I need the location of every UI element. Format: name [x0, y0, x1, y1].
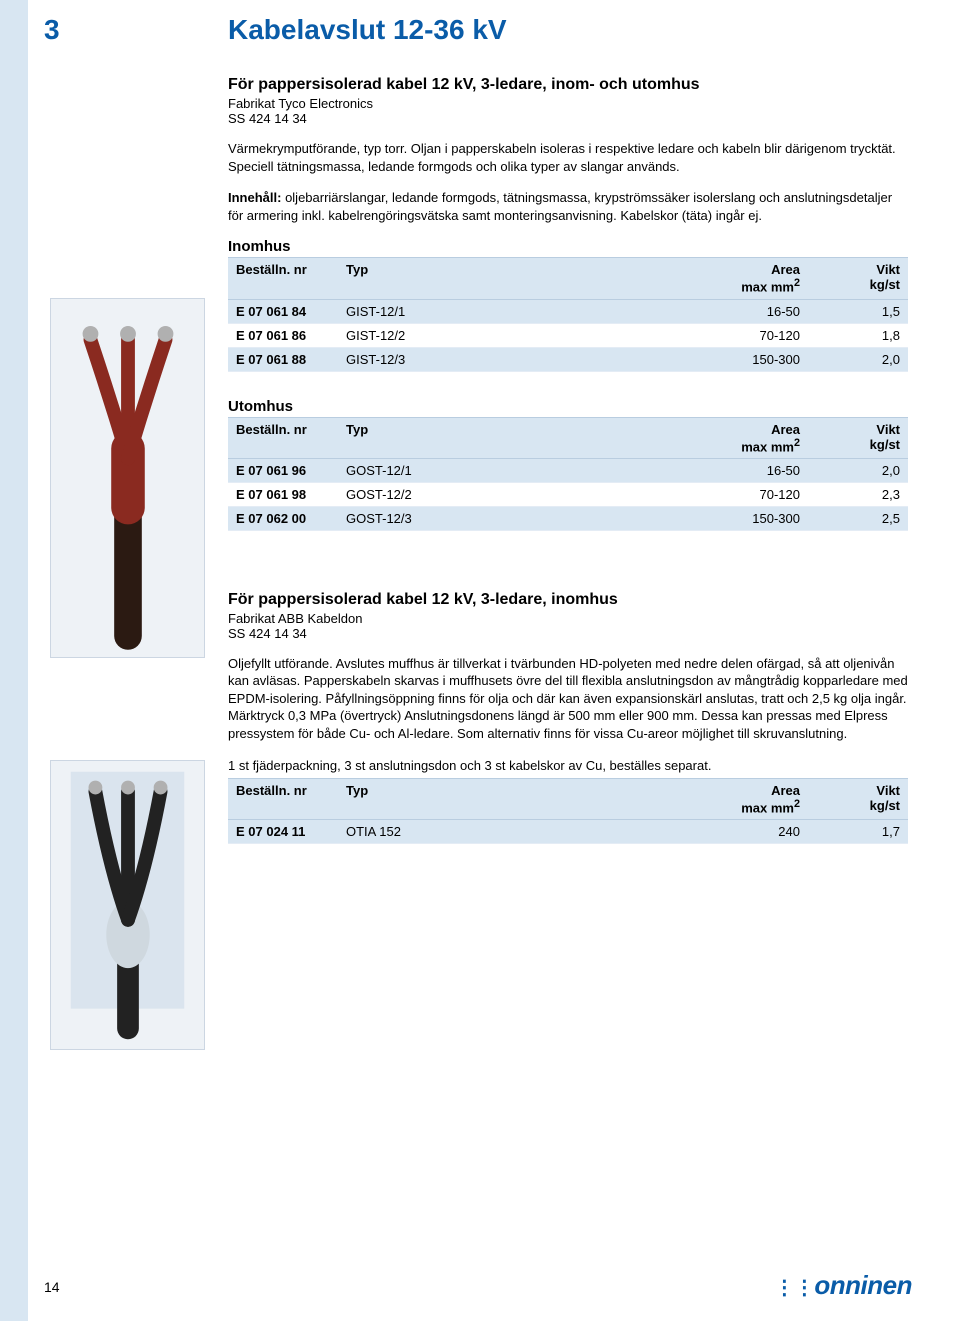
th-area-l2: max mm [741, 800, 794, 815]
th-vikt-l1: Vikt [876, 262, 900, 277]
section1-title: För pappersisolerad kabel 12 kV, 3-ledar… [228, 76, 908, 94]
left-tab-stripe [0, 0, 28, 1321]
th-area-l2: max mm [741, 439, 794, 454]
th-area-l1: Area [771, 262, 800, 277]
th-area-l1: Area [771, 783, 800, 798]
cell-nr: E 07 061 88 [228, 347, 338, 371]
cell-vikt: 1,7 [808, 820, 908, 844]
section2-title: För pappersisolerad kabel 12 kV, 3-ledar… [228, 591, 908, 609]
cell-vikt: 1,5 [808, 299, 908, 323]
main-content: För pappersisolerad kabel 12 kV, 3-ledar… [228, 76, 908, 844]
cell-nr: E 07 061 96 [228, 458, 338, 482]
section1-para1: Värmekrymputförande, typ torr. Oljan i p… [228, 140, 908, 175]
th-area-sup: 2 [794, 798, 800, 810]
table-inomhus: Beställn. nr Typ Area max mm2 Vikt kg/st… [228, 257, 908, 371]
th-vikt-l2: kg/st [870, 277, 900, 292]
cell-vikt: 2,0 [808, 347, 908, 371]
table-row: E 07 061 88GIST-12/3150-3002,0 [228, 347, 908, 371]
chapter-title: Kabelavslut 12-36 kV [228, 14, 507, 46]
table-utomhus: Beställn. nr Typ Area max mm2 Vikt kg/st… [228, 417, 908, 531]
footer-logo: ⋮⋮onninen [774, 1270, 912, 1301]
cell-nr: E 07 061 98 [228, 482, 338, 506]
cell-area: 150-300 [538, 506, 808, 530]
cell-area: 240 [538, 820, 808, 844]
cell-typ: GIST-12/2 [338, 323, 538, 347]
th-vikt-l1: Vikt [876, 783, 900, 798]
cell-nr: E 07 061 86 [228, 323, 338, 347]
inomhus-heading: Inomhus [228, 238, 908, 255]
cell-area: 16-50 [538, 299, 808, 323]
table-otia: Beställn. nr Typ Area max mm2 Vikt kg/st… [228, 778, 908, 844]
cell-typ: GOST-12/1 [338, 458, 538, 482]
table-row: E 07 061 84GIST-12/116-501,5 [228, 299, 908, 323]
section2-para1: Oljefyllt utförande. Avslutes muffhus är… [228, 655, 908, 743]
th-typ: Typ [338, 417, 538, 458]
th-nr: Beställn. nr [228, 779, 338, 820]
cell-vikt: 2,0 [808, 458, 908, 482]
section1-brand: Fabrikat Tyco Electronics [228, 96, 908, 111]
cell-typ: GOST-12/3 [338, 506, 538, 530]
section1-standard: SS 424 14 34 [228, 111, 908, 126]
th-vikt: Vikt kg/st [808, 258, 908, 299]
footer-page-number: 14 [44, 1279, 60, 1295]
logo-dots-icon: ⋮⋮ [774, 1277, 814, 1299]
table-row: E 07 062 00GOST-12/3150-3002,5 [228, 506, 908, 530]
cell-typ: GIST-12/1 [338, 299, 538, 323]
cell-vikt: 2,5 [808, 506, 908, 530]
section2-brand: Fabrikat ABB Kabeldon [228, 611, 908, 626]
section2-para2: 1 st fjäderpackning, 3 st anslutningsdon… [228, 757, 908, 775]
th-vikt: Vikt kg/st [808, 779, 908, 820]
table-row: E 07 061 86GIST-12/270-1201,8 [228, 323, 908, 347]
table-row: E 07 061 98GOST-12/270-1202,3 [228, 482, 908, 506]
product-image-1 [50, 298, 205, 658]
cell-typ: GOST-12/2 [338, 482, 538, 506]
section2-standard: SS 424 14 34 [228, 626, 908, 641]
footer-logo-text: onninen [814, 1270, 912, 1300]
th-typ: Typ [338, 779, 538, 820]
th-vikt-l2: kg/st [870, 798, 900, 813]
th-area-sup: 2 [794, 437, 800, 449]
th-area: Area max mm2 [538, 258, 808, 299]
cell-typ: OTIA 152 [338, 820, 538, 844]
cell-area: 150-300 [538, 347, 808, 371]
cell-vikt: 1,8 [808, 323, 908, 347]
innehall-text: oljebarriärslangar, ledande formgods, tä… [228, 190, 892, 223]
section1-para2: Innehåll: oljebarriärslangar, ledande fo… [228, 189, 908, 224]
th-area-l2: max mm [741, 280, 794, 295]
th-typ: Typ [338, 258, 538, 299]
th-vikt: Vikt kg/st [808, 417, 908, 458]
cell-area: 70-120 [538, 482, 808, 506]
cell-nr: E 07 024 11 [228, 820, 338, 844]
cell-area: 70-120 [538, 323, 808, 347]
utomhus-heading: Utomhus [228, 398, 908, 415]
cell-nr: E 07 062 00 [228, 506, 338, 530]
th-nr: Beställn. nr [228, 417, 338, 458]
th-area-l1: Area [771, 422, 800, 437]
th-area: Area max mm2 [538, 779, 808, 820]
chapter-number: 3 [44, 14, 60, 46]
cell-vikt: 2,3 [808, 482, 908, 506]
product-image-2 [50, 760, 205, 1050]
table-row: E 07 061 96GOST-12/116-502,0 [228, 458, 908, 482]
th-vikt-l2: kg/st [870, 437, 900, 452]
cell-typ: GIST-12/3 [338, 347, 538, 371]
cell-area: 16-50 [538, 458, 808, 482]
table-row: E 07 024 11OTIA 1522401,7 [228, 820, 908, 844]
th-nr: Beställn. nr [228, 258, 338, 299]
th-area: Area max mm2 [538, 417, 808, 458]
th-vikt-l1: Vikt [876, 422, 900, 437]
th-area-sup: 2 [794, 277, 800, 289]
innehall-label: Innehåll: [228, 190, 281, 205]
cell-nr: E 07 061 84 [228, 299, 338, 323]
